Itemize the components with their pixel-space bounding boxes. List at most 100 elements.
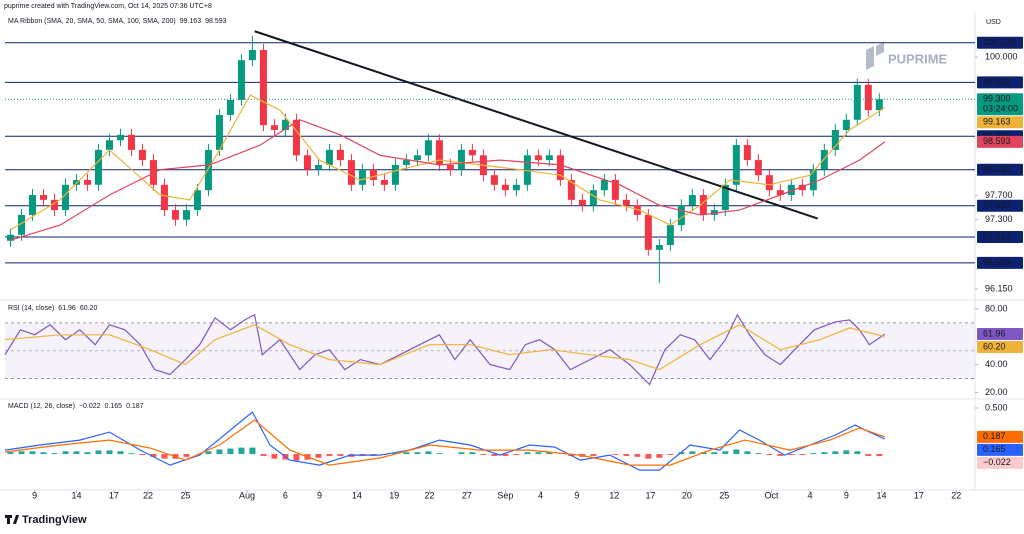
level-badge [977, 199, 1023, 212]
candle-body [281, 119, 289, 131]
candle-body [204, 149, 212, 191]
level-label: 97.532 [983, 200, 1011, 210]
legend-text: −0.022 [79, 403, 101, 410]
macd-histogram-bar [51, 453, 58, 455]
series-line [4, 324, 885, 371]
candle-body [248, 49, 256, 61]
candle-body [259, 49, 267, 126]
candle-body [600, 179, 608, 191]
macd-histogram-bar [216, 449, 223, 455]
x-tick-label: 14 [352, 490, 362, 500]
candle-body [710, 210, 718, 215]
macd-histogram-bar [744, 451, 751, 455]
series-line [4, 419, 885, 466]
candle-body [732, 145, 740, 185]
x-tick-label: 14 [877, 490, 887, 500]
series-line [10, 119, 886, 241]
level-badge [977, 76, 1023, 89]
candle-body [325, 149, 333, 165]
x-tick-label: 22 [143, 490, 153, 500]
candle-body [50, 199, 58, 211]
x-tick-label: 9 [317, 490, 322, 500]
candle-body [677, 205, 685, 226]
macd-histogram-bar [29, 451, 36, 455]
macd-histogram-bar [293, 454, 300, 461]
candle-body [391, 164, 399, 185]
x-tick-label: 17 [109, 490, 119, 500]
candle-body [864, 84, 872, 111]
macd-histogram-bar [205, 451, 212, 455]
x-tick-label: 9 [32, 490, 37, 500]
candle-body [413, 155, 421, 161]
macd-histogram-bar [535, 452, 542, 455]
macd-histogram-bar [117, 451, 124, 455]
candle-body [424, 140, 432, 156]
macd-histogram-bar [414, 452, 421, 455]
header-text: puprime created with TradingView.com, Oc… [4, 3, 212, 10]
x-tick-label: 25 [719, 490, 729, 500]
macd-histogram-bar [865, 454, 872, 456]
macd-histogram-bar [18, 451, 25, 455]
x-tick-label: 25 [180, 490, 190, 500]
macd-histogram-bar [634, 454, 641, 457]
candle-body [39, 195, 47, 200]
macd-histogram-bar [502, 454, 509, 456]
candle-body [138, 149, 146, 161]
candle-body [655, 245, 663, 250]
value-badge-label: 0.165 [983, 444, 1006, 454]
macd-histogram-bar [777, 454, 784, 456]
candle-body [83, 179, 91, 185]
value-badge [977, 456, 1023, 469]
x-tick-label: 9 [574, 490, 579, 500]
level-badge [977, 163, 1023, 176]
macd-histogram-bar [612, 454, 619, 455]
x-tick-label: 14 [71, 490, 81, 500]
candle-body [567, 179, 575, 200]
macd-histogram-bar [788, 454, 795, 455]
footer-text: TradingView [22, 514, 87, 526]
candle-body [611, 179, 619, 200]
macd-histogram-bar [645, 454, 652, 459]
x-tick-label: 4 [808, 490, 813, 500]
candle-body [589, 190, 597, 206]
candle-body [545, 155, 553, 161]
macd-histogram-bar [480, 454, 487, 455]
y-tick-label: 20.00 [985, 387, 1008, 397]
macd-histogram-bar [161, 454, 168, 459]
y-tick-label: 97.700 [985, 190, 1013, 200]
macd-histogram-bar [711, 452, 718, 455]
macd-histogram-bar [667, 454, 674, 455]
candle-body [127, 134, 135, 150]
candle-body [875, 99, 883, 111]
candle-body [743, 145, 751, 161]
level-label: 99.582 [983, 77, 1011, 87]
candle-body [457, 149, 465, 170]
macd-histogram-bar [689, 451, 696, 455]
legend-text: MACD (12, 26, close) [8, 403, 75, 410]
macd-histogram-bar [590, 454, 597, 456]
level-badge [977, 230, 1023, 243]
legend-text: 99.163 [180, 18, 202, 25]
candle-body [798, 184, 806, 191]
macd-histogram-bar [876, 454, 883, 457]
x-tick-label: 17 [914, 490, 924, 500]
candle-body [160, 184, 168, 211]
countdown-label: 03:24:00 [983, 104, 1018, 114]
level-badge [977, 256, 1023, 269]
macd-histogram-bar [73, 451, 80, 455]
macd-histogram-bar [799, 454, 806, 455]
macd-histogram-bar [513, 454, 520, 455]
x-tick-label: 6 [283, 490, 288, 500]
macd-histogram-bar [425, 451, 432, 455]
candle-body [314, 164, 322, 170]
macd-histogram-bar [821, 452, 828, 455]
candle-body [809, 169, 817, 191]
candle-body [512, 184, 520, 191]
candle-body [688, 195, 696, 206]
level-badge [977, 36, 1023, 49]
macd-histogram-bar [249, 447, 256, 455]
macd-histogram-bar [546, 452, 553, 455]
